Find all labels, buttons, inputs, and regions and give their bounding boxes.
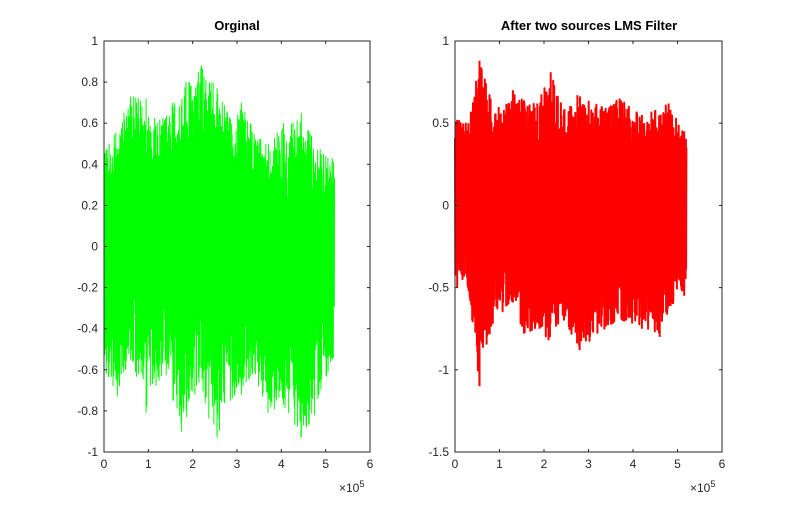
y-tick-label: 0.2 bbox=[81, 198, 98, 212]
x-tick-label: 6 bbox=[719, 457, 726, 471]
tick-marks bbox=[103, 40, 371, 453]
y-tick-label: 0.5 bbox=[432, 116, 449, 130]
signal-line bbox=[103, 65, 335, 438]
y-tick-labels: -1 -0.8 -0.6 -0.4 -0.2 0 0.2 0.4 0.6 0.8 1 bbox=[77, 34, 98, 459]
x-tick-labels: 0 1 2 3 4 5 6 bbox=[101, 457, 374, 471]
x-tick-label: 3 bbox=[234, 457, 241, 471]
x-exponent-label: ×105 bbox=[339, 479, 364, 495]
x-tick-label: 4 bbox=[630, 457, 637, 471]
chart-panel-lms-filter: After two sources LMS Filter 0 1 2 3 4 5 6 -1.… bbox=[428, 18, 725, 495]
x-tick-label: 5 bbox=[322, 457, 329, 471]
y-tick-label: 0.4 bbox=[81, 157, 98, 171]
x-tick-label: 3 bbox=[585, 457, 592, 471]
y-tick-label: -0.4 bbox=[77, 322, 98, 336]
y-tick-label: -0.2 bbox=[77, 281, 98, 295]
x-tick-label: 0 bbox=[101, 457, 108, 471]
chart-panel-original: Orginal 0 1 2 3 4 5 6 -1 -0.8 -0.6 -0.4 -0.2 0 0.2 0.… bbox=[77, 18, 373, 495]
tick-marks bbox=[454, 40, 723, 453]
y-tick-label: 0 bbox=[91, 240, 98, 254]
y-tick-label: 0.8 bbox=[81, 75, 98, 89]
y-tick-label: -0.5 bbox=[428, 281, 449, 295]
signal-series-filtered bbox=[454, 60, 688, 387]
signal-line bbox=[454, 60, 688, 387]
y-tick-label: -1 bbox=[87, 445, 98, 459]
y-tick-label: -0.8 bbox=[77, 404, 98, 418]
y-tick-label: 0 bbox=[442, 198, 449, 212]
x-tick-label: 2 bbox=[189, 457, 196, 471]
y-tick-labels: -1.5 -1 -0.5 0 0.5 1 bbox=[428, 34, 449, 459]
x-tick-label: 2 bbox=[541, 457, 548, 471]
x-tick-label: 0 bbox=[452, 457, 459, 471]
x-tick-label: 4 bbox=[278, 457, 285, 471]
chart-title: After two sources LMS Filter bbox=[501, 18, 677, 33]
x-tick-labels: 0 1 2 3 4 5 6 bbox=[452, 457, 726, 471]
x-exponent-label: ×105 bbox=[690, 479, 715, 495]
signal-series-original bbox=[103, 65, 335, 438]
x-tick-label: 6 bbox=[367, 457, 374, 471]
y-tick-label: -1.5 bbox=[428, 445, 449, 459]
y-tick-label: 1 bbox=[91, 34, 98, 48]
y-tick-label: -0.6 bbox=[77, 363, 98, 377]
y-tick-label: 1 bbox=[442, 34, 449, 48]
x-tick-label: 5 bbox=[674, 457, 681, 471]
y-tick-label: -1 bbox=[438, 363, 449, 377]
y-tick-label: 0.6 bbox=[81, 116, 98, 130]
x-tick-label: 1 bbox=[496, 457, 503, 471]
x-tick-label: 1 bbox=[145, 457, 152, 471]
chart-title: Orginal bbox=[214, 18, 260, 33]
